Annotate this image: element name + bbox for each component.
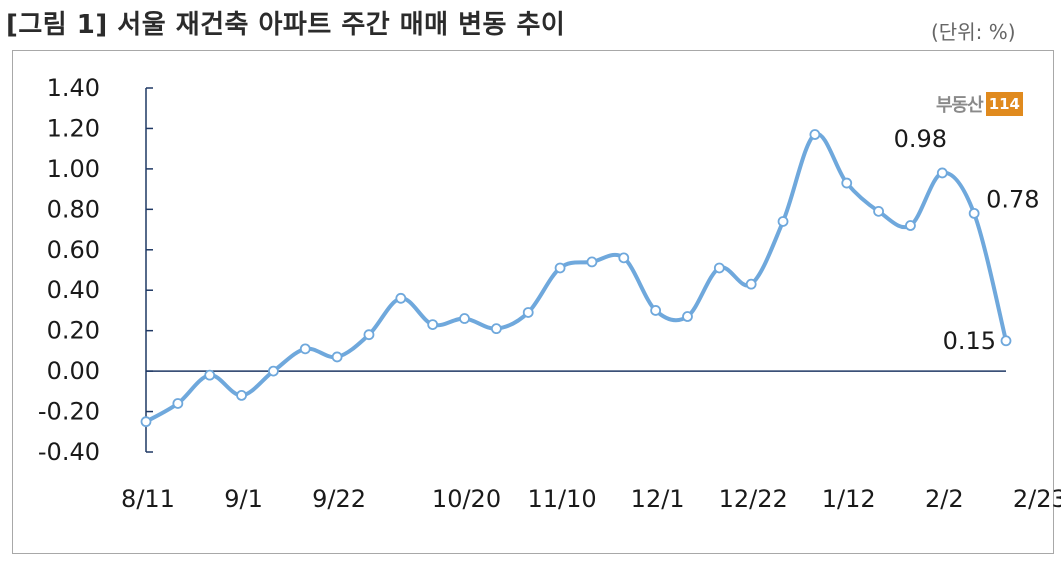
y-tick-label: 0.80 bbox=[47, 195, 100, 223]
data-point bbox=[490, 323, 502, 335]
x-tick-label: 12/1 bbox=[631, 485, 685, 513]
x-tick-label: 8/11 bbox=[121, 485, 175, 513]
data-point bbox=[299, 343, 311, 355]
data-point bbox=[522, 307, 534, 318]
data-point bbox=[745, 278, 757, 290]
y-tick-label: 0.20 bbox=[47, 317, 100, 345]
x-tick-label: 1/12 bbox=[822, 485, 876, 513]
data-point bbox=[936, 167, 948, 179]
data-point bbox=[873, 205, 884, 217]
data-point bbox=[968, 207, 980, 219]
series-line bbox=[144, 132, 1008, 424]
x-tick-label: 10/20 bbox=[432, 485, 501, 513]
data-point bbox=[682, 311, 693, 322]
x-tick-label: 9/1 bbox=[224, 485, 263, 513]
data-point bbox=[713, 262, 725, 274]
x-tick-label: 2/2 bbox=[925, 485, 964, 513]
brand-logo: 부동산 114 bbox=[936, 91, 1023, 117]
logo-text: 부동산 bbox=[936, 95, 984, 116]
data-point bbox=[140, 416, 152, 428]
y-tick-label: -0.40 bbox=[38, 438, 100, 466]
data-label: 0.15 bbox=[943, 327, 996, 355]
chart-title: [그림 1] 서울 재건축 아파트 주간 매매 변동 추이 bbox=[6, 10, 566, 40]
chart-frame bbox=[12, 50, 1054, 554]
data-point bbox=[777, 216, 789, 227]
y-tick-label: 0.60 bbox=[47, 236, 100, 264]
data-label: 0.78 bbox=[986, 185, 1039, 213]
y-tick-label: 0.40 bbox=[47, 276, 100, 304]
data-point bbox=[459, 313, 470, 324]
y-tick-label: 1.20 bbox=[47, 114, 100, 142]
data-point bbox=[1000, 335, 1012, 347]
x-tick-label: 12/22 bbox=[719, 485, 788, 513]
logo-badge: 114 bbox=[985, 92, 1023, 116]
y-tick-label: 1.40 bbox=[47, 74, 100, 102]
unit-label: (단위: %) bbox=[931, 20, 1016, 44]
y-tick-label: -0.20 bbox=[38, 398, 100, 426]
data-point bbox=[554, 262, 566, 274]
data-point bbox=[204, 369, 216, 381]
data-point bbox=[650, 305, 662, 316]
data-point bbox=[586, 256, 598, 268]
y-tick-label: 0.00 bbox=[47, 357, 100, 385]
y-tick-label: 1.00 bbox=[47, 155, 100, 183]
data-label: 0.98 bbox=[894, 125, 947, 153]
data-point bbox=[841, 177, 853, 189]
x-tick-label: 2/23 bbox=[1013, 485, 1061, 513]
data-point bbox=[809, 129, 821, 140]
data-point bbox=[905, 220, 916, 231]
data-point bbox=[236, 389, 247, 401]
data-point bbox=[172, 398, 184, 409]
x-tick-label: 11/10 bbox=[527, 485, 596, 513]
data-point bbox=[395, 292, 407, 304]
data-point bbox=[363, 329, 375, 341]
data-point bbox=[618, 252, 630, 264]
data-point bbox=[331, 351, 343, 363]
data-point bbox=[268, 365, 279, 377]
data-point bbox=[427, 319, 439, 331]
x-tick-label: 9/22 bbox=[312, 485, 366, 513]
